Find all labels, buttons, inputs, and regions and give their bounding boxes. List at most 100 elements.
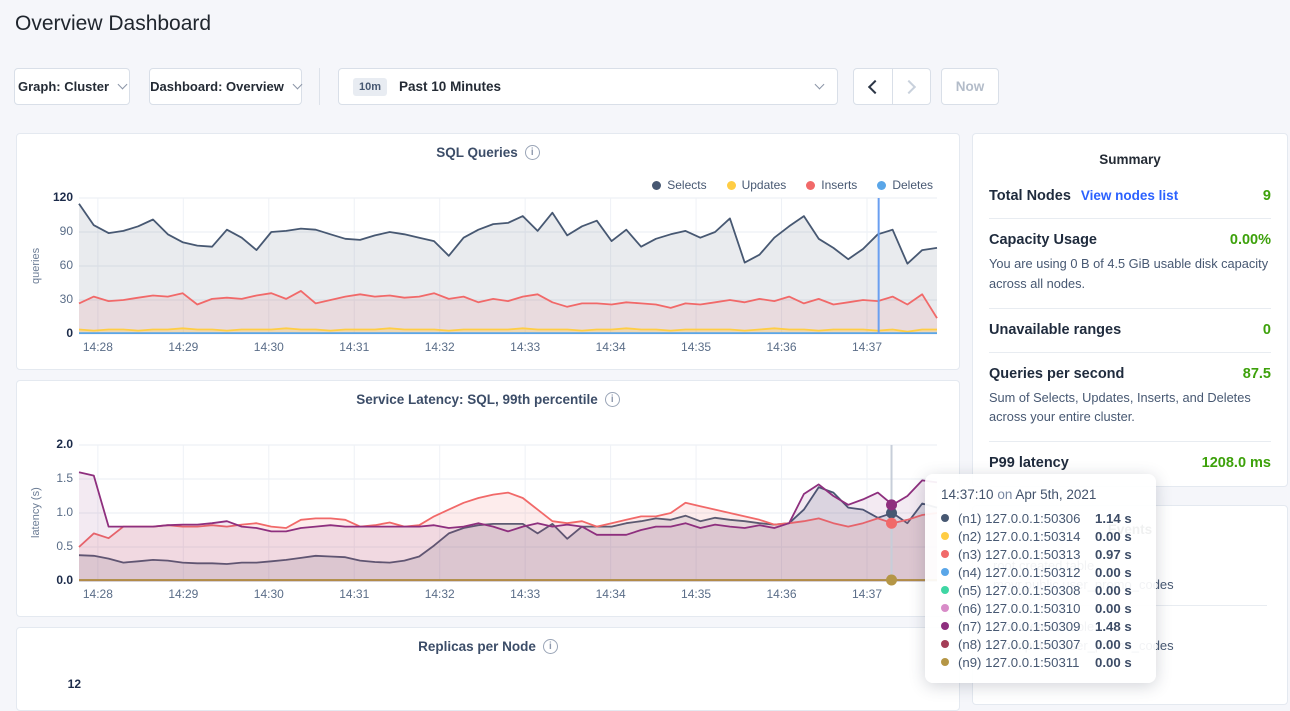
summary-row-p99-latency: P99 latency 1208.0 ms [989,442,1271,485]
tooltip-timestamp: 14:37:10 on Apr 5th, 2021 [941,487,1142,502]
service-latency-title: Service Latency: SQL, 99th percentile [356,392,598,407]
graph-selector-dropdown[interactable]: Graph: Cluster [14,68,130,105]
tooltip-node-value: 1.14 s [1095,510,1132,526]
x-tick-label: 14:32 [424,340,455,354]
info-icon[interactable]: i [524,145,540,160]
legend-color-dot [726,180,736,190]
chevron-left-icon [867,79,883,94]
x-tick-label: 14:34 [595,340,626,354]
y-tick-label: 120 [52,190,73,204]
info-icon[interactable]: i [542,639,558,654]
legend-item-selects[interactable]: Selects [652,178,707,192]
tooltip-node-value: 0.00 s [1095,528,1132,544]
x-tick-label: 14:33 [510,587,541,601]
tooltip-connector: on [997,487,1013,502]
legend-color-dot [806,180,816,190]
graph-selector-label: Graph: Cluster [17,79,109,94]
tooltip-node-label: (n6) 127.0.0.1:50310 [958,600,1081,616]
tooltip-node-label: (n1) 127.0.0.1:50306 [958,510,1081,526]
tooltip-row: (n9) 127.0.0.1:50311 0.00 s [941,653,1142,671]
tooltip-node-value: 1.48 s [1095,618,1132,634]
legend-item-inserts[interactable]: Inserts [806,178,857,192]
y-tick-label: 0.0 [56,573,73,587]
x-tick-label: 14:30 [253,340,284,354]
chart-title: SQL Queries i [17,145,959,160]
legend-label: Selects [667,178,707,192]
replicas-per-node-title: Replicas per Node [418,639,536,654]
series-color-dot [941,622,949,630]
queries-per-second-value: 87.5 [1242,365,1271,382]
legend-label: Updates [741,178,787,192]
tooltip-node-label: (n9) 127.0.0.1:50311 [958,654,1080,670]
summary-row-qps: Queries per second 87.5 Sum of Selects, … [989,353,1271,443]
chart-title: Service Latency: SQL, 99th percentile i [17,392,959,407]
now-button-disabled[interactable]: Now [941,68,999,105]
x-tick-label: 14:35 [681,340,712,354]
summary-title: Summary [1099,152,1161,167]
dashboard-selector-dropdown[interactable]: Dashboard: Overview [149,68,303,105]
y-tick-label: 0.5 [56,539,73,553]
now-button-label: Now [955,79,985,94]
y-tick-label: 90 [59,224,73,238]
page-title: Overview Dashboard [15,12,212,35]
x-tick-label: 14:37 [851,587,882,601]
tooltip-node-label: (n4) 127.0.0.1:50312 [958,564,1081,580]
x-tick-label: 14:31 [339,587,370,601]
x-tick-label: 14:29 [168,587,199,601]
next-timespan-button-disabled[interactable] [891,69,930,104]
legend-label: Deletes [892,178,933,192]
summary-panel: Summary Total Nodes View nodes list 9 Ca… [972,133,1288,487]
tooltip-node-value: 0.97 s [1095,546,1132,562]
chevron-down-icon [292,79,303,90]
legend-item-updates[interactable]: Updates [726,178,787,192]
x-tick-label: 14:34 [595,587,626,601]
sql-queries-chart[interactable] [78,197,938,335]
y-tick-label: 1.0 [56,505,73,519]
time-step-buttons [853,68,931,105]
chart-hover-tooltip: 14:37:10 on Apr 5th, 2021 (n1) 127.0.0.1… [925,474,1156,683]
x-tick-label: 14:32 [424,587,455,601]
dashboard-selector-label: Dashboard: Overview [150,79,284,94]
x-tick-label: 14:28 [82,587,113,601]
y-tick-label: 12 [67,677,81,691]
summary-row-unavailable-ranges: Unavailable ranges 0 [989,309,1271,353]
x-tick-label: 14:37 [851,340,882,354]
x-tick-label: 14:31 [339,340,370,354]
capacity-usage-description: You are using 0 B of 4.5 GiB usable disk… [989,256,1269,291]
legend-item-deletes[interactable]: Deletes [877,178,933,192]
y-tick-label: 2.0 [56,437,73,451]
y-tick-label: 30 [59,292,73,306]
tooltip-node-value: 0.00 s [1095,582,1132,598]
tooltip-node-label: (n3) 127.0.0.1:50313 [958,546,1081,562]
unavailable-ranges-label: Unavailable ranges [989,321,1122,338]
time-range-dropdown[interactable]: 10m Past 10 Minutes [338,68,838,105]
info-icon[interactable]: i [604,392,620,407]
series-color-dot [941,658,949,666]
service-latency-chart[interactable] [78,444,938,586]
total-nodes-label: Total Nodes [989,188,1071,204]
series-color-dot [941,568,949,576]
chevron-down-icon [117,79,128,90]
tooltip-time: 14:37:10 [941,487,994,502]
x-tick-label: 14:30 [253,587,284,601]
x-tick-label: 14:33 [510,340,541,354]
view-nodes-list-link[interactable]: View nodes list [1080,188,1179,203]
time-window-label: Past 10 Minutes [399,79,502,94]
x-tick-label: 14:36 [766,340,797,354]
chevron-down-icon [814,79,825,90]
x-tick-label: 14:28 [82,340,113,354]
tooltip-node-value: 0.00 s [1095,636,1132,652]
series-color-dot [941,586,949,594]
tooltip-row: (n7) 127.0.0.1:50309 1.48 s [941,617,1142,635]
series-color-dot [941,550,949,558]
unavailable-ranges-value: 0 [1262,321,1271,338]
service-latency-card: Service Latency: SQL, 99th percentile i … [16,380,960,617]
chart-title: Replicas per Node i [17,639,959,654]
tooltip-row: (n1) 127.0.0.1:50306 1.14 s [941,509,1142,527]
previous-timespan-button[interactable] [854,69,892,104]
sql-queries-card: SQL Queries i Selects Updates Inserts Delet… [16,133,960,370]
legend-color-dot [877,180,887,190]
toolbar-divider [319,68,320,105]
summary-row-total-nodes: Total Nodes View nodes list 9 [989,175,1271,219]
tooltip-node-value: 0.00 s [1095,654,1132,670]
